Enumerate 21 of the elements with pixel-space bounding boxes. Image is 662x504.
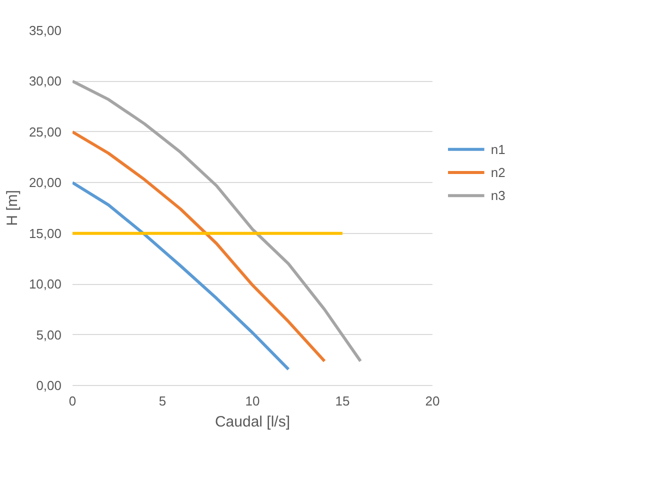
y-tick-label: 5,00 (36, 327, 62, 342)
y-tick-label: 25,00 (28, 124, 62, 140)
x-axis-title: Caudal [l/s] (214, 414, 290, 430)
y-tick-label: 10,00 (28, 276, 62, 292)
y-axis-title: H [m] (4, 190, 21, 226)
legend-label: n2 (490, 165, 506, 180)
y-tick-label: 15,00 (28, 226, 62, 241)
y-tick-label: 30,00 (28, 74, 62, 89)
x-tick-label: 10 (245, 394, 260, 408)
line-series (72, 130, 326, 363)
legend-label: n1 (490, 142, 506, 157)
x-tick-label: 20 (425, 394, 440, 408)
x-tick-label: 5 (158, 394, 166, 408)
x-tick-label: 15 (335, 394, 350, 408)
y-tick-label: 0,00 (36, 378, 62, 393)
y-tick-label: 20,00 (28, 175, 62, 190)
y-tick-label: 35,00 (28, 23, 62, 38)
legend-label: n3 (490, 188, 506, 204)
line-series (72, 181, 290, 371)
line-series (72, 80, 362, 363)
x-tick-label: 0 (68, 394, 76, 408)
